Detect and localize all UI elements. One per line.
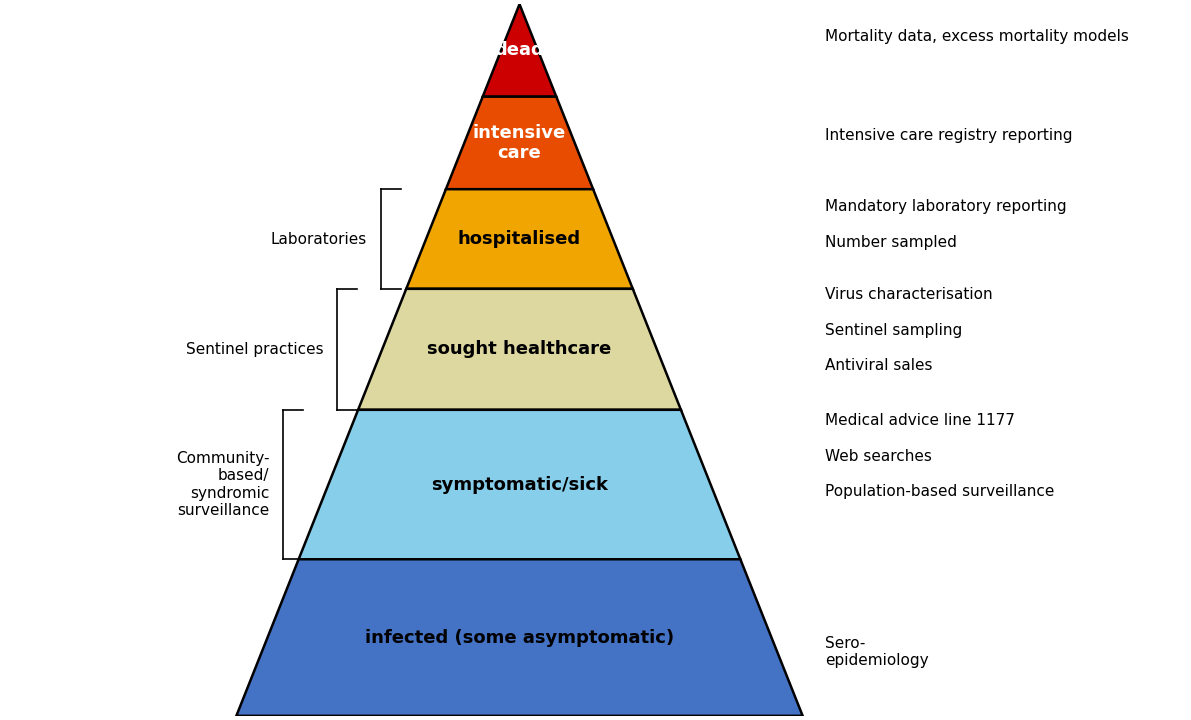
- Text: Virus characterisation: Virus characterisation: [825, 287, 993, 302]
- Polygon shape: [445, 96, 593, 189]
- Text: Number sampled: Number sampled: [825, 235, 958, 250]
- Text: Sero-
epidemiology: Sero- epidemiology: [825, 636, 929, 668]
- Polygon shape: [482, 4, 556, 96]
- Text: Sentinel practices: Sentinel practices: [186, 342, 323, 357]
- Text: Community-
based/
syndromic
surveillance: Community- based/ syndromic surveillance: [176, 451, 269, 518]
- Text: sought healthcare: sought healthcare: [428, 341, 612, 359]
- Text: Sentinel sampling: Sentinel sampling: [825, 323, 962, 338]
- Polygon shape: [299, 410, 741, 559]
- Polygon shape: [406, 189, 632, 289]
- Text: Mortality data, excess mortality models: Mortality data, excess mortality models: [825, 29, 1129, 44]
- Text: Population-based surveillance: Population-based surveillance: [825, 484, 1055, 499]
- Text: Mandatory laboratory reporting: Mandatory laboratory reporting: [825, 199, 1067, 215]
- Text: Laboratories: Laboratories: [270, 232, 367, 246]
- Text: intensive
care: intensive care: [473, 124, 566, 162]
- Text: symptomatic/sick: symptomatic/sick: [431, 475, 609, 493]
- Text: hospitalised: hospitalised: [459, 230, 581, 248]
- Text: Medical advice line 1177: Medical advice line 1177: [825, 413, 1015, 428]
- Polygon shape: [358, 289, 681, 410]
- Polygon shape: [236, 559, 803, 716]
- Text: Intensive care registry reporting: Intensive care registry reporting: [825, 128, 1073, 143]
- Text: Web searches: Web searches: [825, 449, 933, 464]
- Text: infected (some asymptomatic): infected (some asymptomatic): [364, 629, 674, 647]
- Text: Antiviral sales: Antiviral sales: [825, 358, 933, 373]
- Text: dead: dead: [494, 42, 544, 60]
